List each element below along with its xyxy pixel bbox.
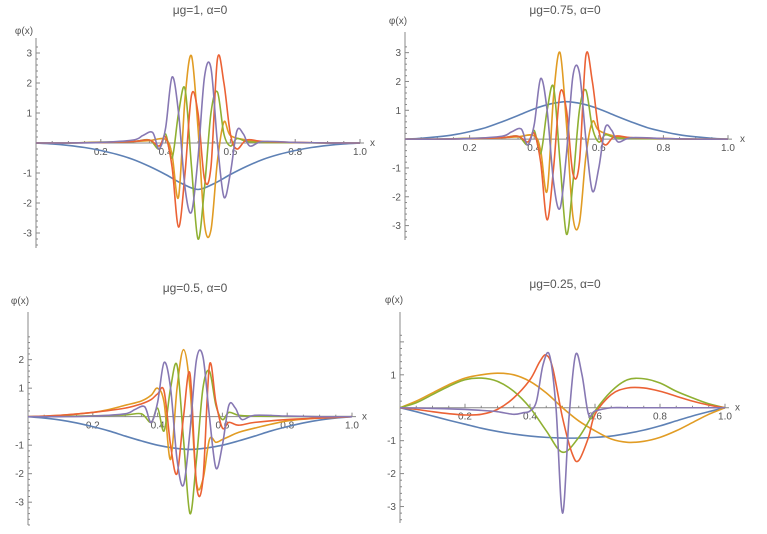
series-line-1 xyxy=(27,415,353,451)
x-tick-label: 0.8 xyxy=(653,412,667,423)
x-tick-label: 0.6 xyxy=(588,412,602,423)
chart-title: μg=0.75, α=0 xyxy=(529,3,601,17)
chart-title: μg=0.25, α=0 xyxy=(529,277,601,291)
x-tick-label: 0.4 xyxy=(527,143,541,154)
y-tick-label: 3 xyxy=(26,49,32,60)
chart-title: μg=1, α=0 xyxy=(173,3,228,17)
y-tick-label: -3 xyxy=(23,229,32,240)
x-tick-label: 0.4 xyxy=(523,412,537,423)
x-axis-label: x xyxy=(362,412,367,423)
y-tick-label: -3 xyxy=(392,221,401,232)
y-tick-label: 2 xyxy=(26,79,32,90)
y-tick-label: -2 xyxy=(387,469,396,480)
series-line-3 xyxy=(399,377,726,454)
y-tick-label: 1 xyxy=(26,109,32,120)
y-tick-label: -1 xyxy=(23,169,32,180)
chart-panel-4: μg=0.25, α=0 x φ(x) 0.2 0.4 0.6 0.8 1.0 -3 -2 -1 1 xyxy=(385,277,740,523)
series-line-4 xyxy=(404,51,729,221)
series-line-5 xyxy=(27,349,353,487)
y-tick-label: -2 xyxy=(23,199,32,210)
y-tick-label: -2 xyxy=(15,469,24,480)
y-tick-label: -1 xyxy=(387,436,396,447)
series-line-3 xyxy=(27,362,353,515)
y-tick-label: 3 xyxy=(395,48,401,59)
y-tick-label: -2 xyxy=(392,192,401,203)
x-tick-label: 1.0 xyxy=(721,143,735,154)
x-tick-label: 1.0 xyxy=(718,412,732,423)
x-tick-label: 1.0 xyxy=(345,421,359,432)
y-tick-label: -3 xyxy=(15,498,24,509)
x-axis-label: x xyxy=(735,403,740,414)
series-line-2 xyxy=(399,372,726,444)
x-tick-label: 0.2 xyxy=(463,143,477,154)
x-axis-label: x xyxy=(740,134,745,145)
chart-panel-1: μg=1, α=0 x φ(x) 0.2 0.4 0.6 0.8 1.0 -3 -2 -1 1 2 3 xyxy=(15,3,375,248)
series-line-2 xyxy=(35,54,361,239)
y-tick-label: 1 xyxy=(395,106,401,117)
series-line-4 xyxy=(27,362,353,498)
x-tick-label: 0.6 xyxy=(223,147,237,158)
y-tick-label: -1 xyxy=(392,163,401,174)
x-tick-label: 0.4 xyxy=(159,147,173,158)
chart-title: μg=0.5, α=0 xyxy=(163,281,228,295)
series-line-1 xyxy=(35,142,361,191)
y-tick-label: 2 xyxy=(395,77,401,88)
x-tick-label: 0.4 xyxy=(151,421,165,432)
chart-panel-2: μg=0.75, α=0 x φ(x) 0.2 0.4 0.6 0.8 1.0 -3 -2 -1 1 2… xyxy=(389,3,745,240)
x-tick-label: 0.6 xyxy=(592,143,606,154)
series-line-4 xyxy=(399,354,726,463)
series-line-1 xyxy=(404,100,729,140)
y-axis-label: φ(x) xyxy=(385,295,403,306)
x-tick-label: 0.8 xyxy=(288,147,302,158)
y-tick-label: -3 xyxy=(387,502,396,513)
y-axis-label: φ(x) xyxy=(389,16,407,27)
y-axis-label: φ(x) xyxy=(15,26,33,37)
y-tick-label: 1 xyxy=(390,370,396,381)
y-tick-label: -1 xyxy=(15,441,24,452)
x-tick-label: 0.2 xyxy=(94,147,108,158)
y-tick-label: 1 xyxy=(18,384,24,395)
y-axis-label: φ(x) xyxy=(11,296,29,307)
x-tick-label: 0.2 xyxy=(458,412,472,423)
series-line-2 xyxy=(27,348,353,491)
y-tick-label: 2 xyxy=(18,355,24,366)
series-line-5 xyxy=(35,61,361,214)
series-line-1 xyxy=(399,406,726,439)
x-axis-label: x xyxy=(370,138,375,149)
chart-panel-3: μg=0.5, α=0xφ(x)0.2 0.4 0.6 0.8 1.0-3-2-112 xyxy=(11,281,367,526)
series-line-2 xyxy=(404,51,729,231)
series-line-5 xyxy=(399,351,725,514)
series-line-4 xyxy=(35,54,361,228)
x-tick-label: 0.6 xyxy=(215,421,229,432)
x-tick-label: 0.8 xyxy=(656,143,670,154)
series-line-5 xyxy=(404,64,729,211)
x-tick-label: 1.0 xyxy=(353,147,367,158)
